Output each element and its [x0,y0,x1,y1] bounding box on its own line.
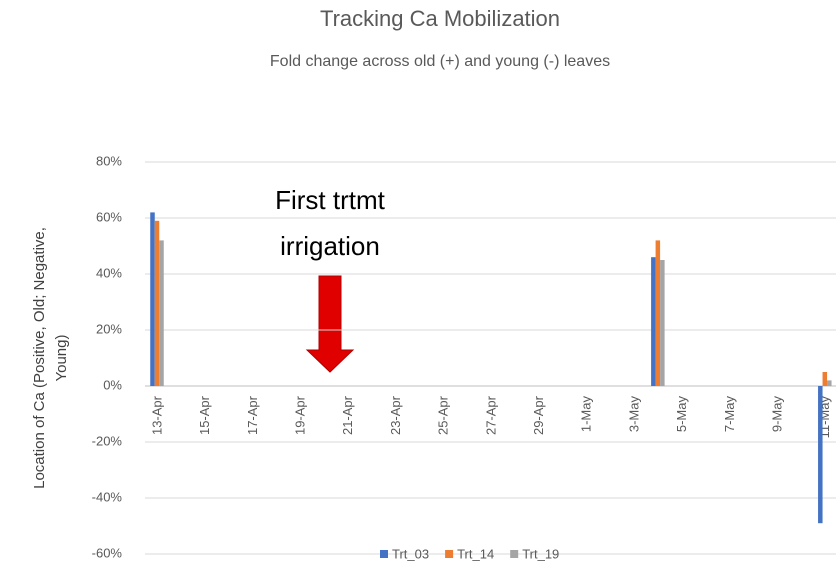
bar [660,260,665,386]
annotation: First trtmt irrigation [275,185,386,261]
annotation-arrow [305,275,355,373]
x-tick-label: 3-May [626,396,641,433]
x-tick-label: 21-Apr [340,395,355,435]
bar [827,380,832,386]
x-tick-label: 27-Apr [483,395,498,435]
legend-swatch [445,550,454,558]
chart-title: Tracking Ca Mobilization [320,6,560,31]
bar [651,257,656,386]
bar [818,386,823,524]
y-tick-label: 80% [96,153,122,168]
bar [150,212,155,386]
x-tick-label: 29-Apr [531,395,546,435]
bar [655,240,661,386]
y-tick-label: 40% [96,265,122,280]
y-axis-title-group: Location of Ca (Positive, Old; Negative,… [31,227,70,489]
y-axis-title: Location of Ca (Positive, Old; Negative,… [31,227,70,489]
bar [159,240,164,386]
x-tick-label: 7-May [722,396,737,433]
legend-label: Trt_19 [522,546,559,561]
legend-label: Trt_14 [457,546,494,561]
x-tick-label: 19-Apr [293,395,308,435]
y-tick-label: 60% [96,209,122,224]
y-tick-label: 20% [96,321,122,336]
y-tick-label: -60% [92,545,123,560]
chart-subtitle: Fold change across old (+) and young (-)… [270,53,610,70]
y-tick-label: 0% [103,377,122,392]
bar [154,220,160,386]
x-tick-label: 23-Apr [388,395,403,435]
x-tick-label: 15-Apr [197,395,212,435]
x-tick-label: 1-May [579,396,594,433]
legend-label: Trt_03 [392,546,429,561]
bar [822,372,828,386]
x-tick-label: 13-Apr [149,395,164,435]
legend-swatch [510,550,519,558]
legend-swatch [380,550,388,558]
x-tick-label: 25-Apr [436,395,451,435]
x-tick-label: 5-May [674,396,689,433]
x-tick-label: 17-Apr [245,395,260,435]
x-tick-label: 9-May [770,396,785,433]
y-tick-label: -20% [92,433,123,448]
annotation-group: First trtmt irrigation [275,185,386,261]
y-tick-label: -40% [92,489,123,504]
